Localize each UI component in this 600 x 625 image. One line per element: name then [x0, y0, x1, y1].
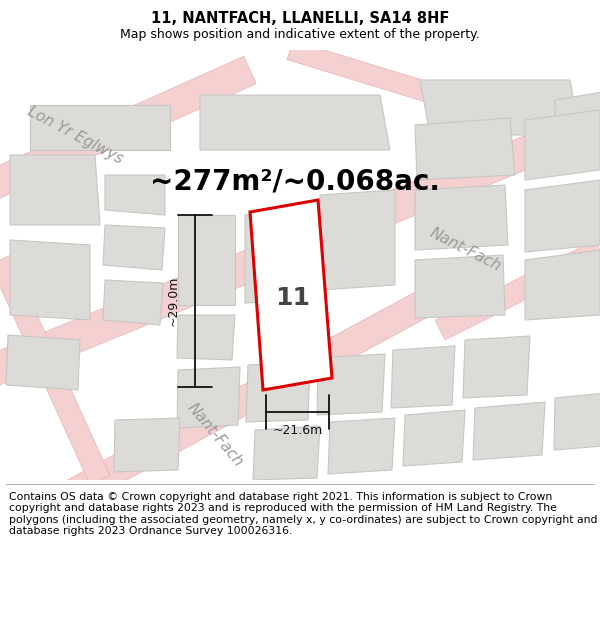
Polygon shape: [420, 80, 580, 135]
Polygon shape: [463, 336, 530, 398]
Text: Nant-Fach: Nant-Fach: [427, 226, 503, 274]
Text: Contains OS data © Crown copyright and database right 2021. This information is : Contains OS data © Crown copyright and d…: [9, 492, 598, 536]
Polygon shape: [253, 426, 320, 480]
Polygon shape: [0, 56, 256, 209]
Polygon shape: [53, 288, 437, 512]
Polygon shape: [30, 105, 170, 150]
Polygon shape: [403, 410, 465, 466]
Polygon shape: [287, 41, 600, 154]
Polygon shape: [415, 255, 505, 318]
Polygon shape: [0, 256, 110, 484]
Polygon shape: [178, 215, 235, 305]
Text: Lon Yr Eglwys: Lon Yr Eglwys: [25, 104, 125, 166]
Polygon shape: [177, 315, 235, 360]
Polygon shape: [200, 95, 390, 150]
Polygon shape: [10, 155, 100, 225]
Polygon shape: [473, 402, 545, 460]
Polygon shape: [103, 225, 165, 270]
Text: ~29.0m: ~29.0m: [167, 276, 179, 326]
Text: ~277m²/~0.068ac.: ~277m²/~0.068ac.: [150, 168, 440, 196]
Polygon shape: [245, 210, 305, 303]
Text: 11, NANTFACH, LLANELLI, SA14 8HF: 11, NANTFACH, LLANELLI, SA14 8HF: [151, 11, 449, 26]
Polygon shape: [391, 346, 455, 408]
Polygon shape: [328, 418, 395, 474]
Polygon shape: [415, 118, 515, 180]
Polygon shape: [114, 418, 180, 472]
Polygon shape: [177, 367, 240, 428]
Polygon shape: [320, 190, 395, 290]
Polygon shape: [525, 110, 600, 180]
Polygon shape: [554, 392, 600, 450]
Polygon shape: [246, 362, 310, 422]
Text: Nant-Fach: Nant-Fach: [184, 400, 246, 470]
Polygon shape: [103, 280, 163, 325]
Polygon shape: [525, 250, 600, 320]
Text: 11: 11: [275, 286, 311, 310]
Polygon shape: [250, 200, 332, 390]
Polygon shape: [525, 180, 600, 252]
Polygon shape: [105, 175, 165, 215]
Text: ~21.6m: ~21.6m: [272, 424, 323, 436]
Polygon shape: [6, 335, 80, 390]
Polygon shape: [10, 240, 90, 320]
Text: Map shows position and indicative extent of the property.: Map shows position and indicative extent…: [120, 28, 480, 41]
Polygon shape: [555, 90, 600, 145]
Polygon shape: [317, 354, 385, 415]
Polygon shape: [415, 185, 508, 250]
Polygon shape: [0, 95, 600, 395]
Polygon shape: [435, 240, 600, 340]
